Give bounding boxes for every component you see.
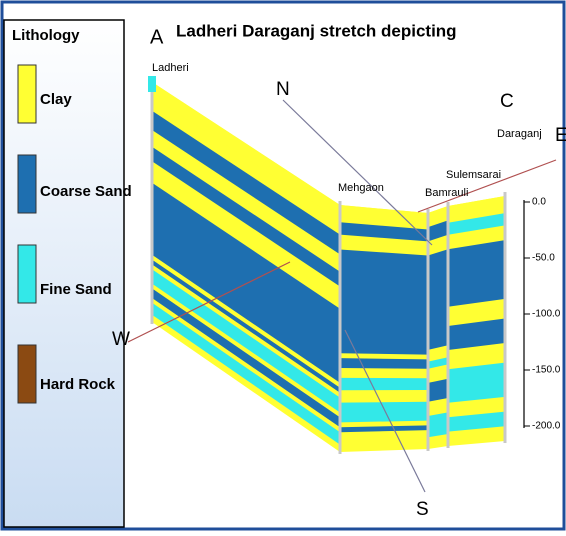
title: Ladheri Daraganj stretch depicting [176, 21, 457, 40]
legend-label: Clay [40, 91, 72, 108]
stratum [340, 402, 428, 423]
stratum [448, 240, 505, 307]
direction-label: W [112, 329, 130, 350]
place-label: Daraganj [497, 128, 542, 140]
legend-swatch [18, 245, 36, 303]
stratum [428, 412, 448, 437]
legend-swatch [18, 155, 36, 213]
legend-label: Fine Sand [40, 281, 112, 298]
direction-label: N [276, 79, 290, 100]
legend-label: Hard Rock [40, 376, 116, 393]
depth-scale: 0.0 -50.0 -100.0 -150.0 -200.0 [524, 197, 561, 432]
scale-label: -150.0 [532, 365, 561, 376]
direction-label: S [416, 499, 429, 520]
direction-label: C [500, 91, 514, 112]
stratum [340, 249, 428, 354]
place-label: Bamrauli [425, 187, 468, 199]
fence-diagram [148, 76, 505, 454]
legend-title: Lithology [12, 27, 80, 44]
section-letter: A [150, 26, 164, 48]
legend-swatch [18, 65, 36, 123]
stratum [448, 363, 505, 403]
place-label: Mehgaon [338, 182, 384, 194]
legend-label: Coarse Sand [40, 183, 132, 200]
place-label: Ladheri [152, 62, 189, 74]
diagram: Lithology Clay Coarse Sand Fine Sand Har… [0, 0, 566, 531]
scale-label: -100.0 [532, 309, 561, 320]
stratum [148, 76, 156, 92]
legend-swatch [18, 345, 36, 403]
direction-label: E [555, 125, 566, 146]
stratum [428, 249, 448, 350]
scale-label: -50.0 [532, 253, 555, 264]
stratum [340, 378, 428, 390]
stratum [340, 358, 428, 369]
scale-label: 0.0 [532, 197, 546, 208]
scale-label: -200.0 [532, 421, 561, 432]
place-label: Sulemsarai [446, 169, 501, 181]
